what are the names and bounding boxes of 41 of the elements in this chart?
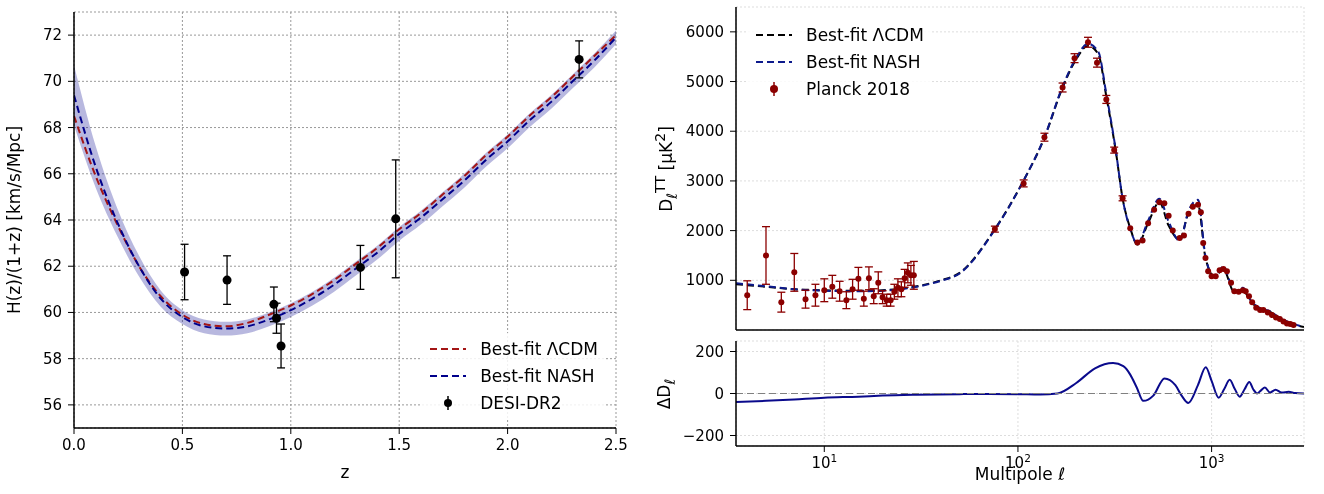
y-tick-label: −200: [682, 426, 724, 445]
y-tick-label: 64: [42, 211, 62, 229]
y-tick-label: 56: [42, 395, 62, 414]
point: [391, 214, 401, 224]
y-tick-label: 2000: [685, 221, 724, 240]
y-axis-title: H(z)/(1+z) [km/s/Mpc]: [4, 125, 24, 315]
legend-label: Best-fit NASH: [480, 365, 595, 386]
y-tick-label: 66: [42, 164, 62, 183]
point: [355, 262, 365, 272]
x-tick-label: 10$^{3}$: [1198, 452, 1225, 472]
point: [222, 275, 232, 285]
x-tick-label: 2.0: [495, 436, 520, 454]
y-tick-label: 1000: [685, 271, 724, 290]
y-tick-label: 3000: [685, 171, 724, 190]
y-tick-label: 6000: [685, 22, 724, 41]
x-tick-label: 0.0: [62, 436, 86, 454]
x-tick-label: 0.5: [170, 436, 195, 454]
y-tick-label: 5000: [685, 72, 724, 91]
point: [276, 341, 286, 351]
y-tick-label: 60: [42, 303, 62, 322]
point: [574, 54, 584, 64]
y-tick-label: 70: [42, 72, 62, 91]
y-tick-label: 68: [42, 118, 62, 137]
legend-label: Best-fit ΛCDM: [806, 24, 924, 45]
y-tick-label: 72: [42, 26, 62, 45]
x-tick-label: 10$^{1}$: [811, 452, 838, 472]
legend-label: Best-fit ΛCDM: [480, 338, 598, 359]
point: [269, 299, 279, 309]
y-tick-label: 62: [42, 257, 62, 276]
legend-label: Best-fit NASH: [806, 51, 921, 72]
legend-label: DESI-DR2: [480, 392, 562, 413]
point: [180, 267, 190, 277]
y-tick-label: 200: [695, 342, 724, 361]
x-tick-label: 1.5: [387, 436, 412, 454]
x-tick-label: 2.5: [604, 436, 628, 454]
y-tick-label: 58: [42, 349, 62, 368]
x-tick-label: 1.0: [278, 436, 303, 454]
x-axis-title: z: [340, 462, 350, 482]
legend-label: Planck 2018: [806, 78, 911, 99]
y-tick-label: 0: [714, 384, 724, 403]
y-tick-label: 4000: [685, 122, 724, 141]
